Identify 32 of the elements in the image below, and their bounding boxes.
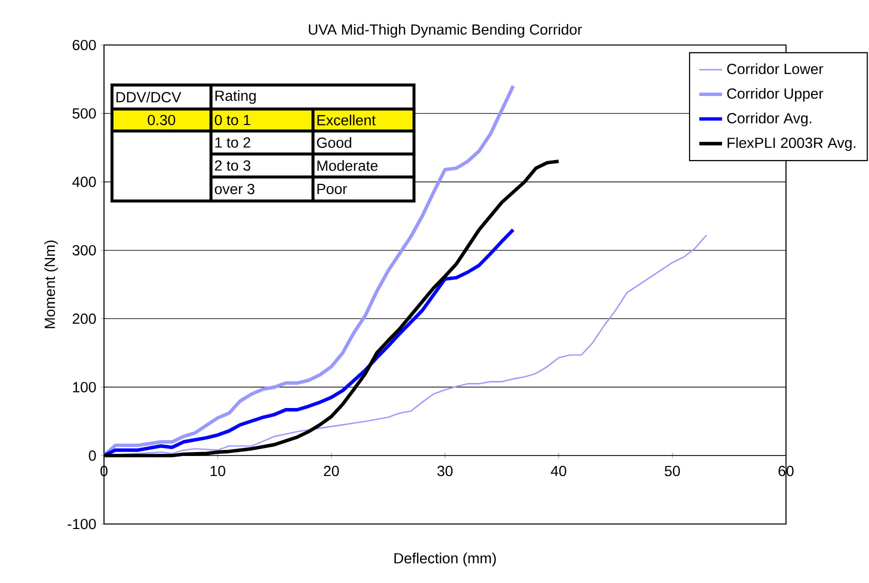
- y-tick-label: 500: [72, 108, 96, 119]
- x-tick-label: 30: [437, 466, 453, 476]
- y-axis-title: Moment (Nm): [44, 240, 58, 328]
- annotation: Good: [317, 137, 352, 148]
- annotation: 0.30: [148, 114, 176, 126]
- legend-label: FlexPLI 2003R Avg.: [728, 137, 856, 151]
- legend-label: Corridor Upper: [727, 88, 824, 102]
- annotation: 2 to 3: [215, 160, 250, 171]
- legend-label: Corridor Lower: [727, 63, 824, 74]
- annotation: Moderate: [317, 160, 378, 171]
- y-tick-label: -100: [68, 518, 96, 530]
- y-tick-label: 600: [72, 40, 96, 50]
- y-tick-label: 400: [72, 176, 96, 188]
- annotation: 0 to 1: [214, 114, 250, 126]
- x-tick-label: 10: [210, 466, 226, 476]
- y-tick-label: 100: [73, 382, 96, 392]
- legend-label: Corridor Avg.: [727, 112, 812, 126]
- annotation: over 3: [214, 184, 254, 194]
- annotation: DDV/DCV: [116, 92, 182, 102]
- x-tick-label: 20: [324, 466, 339, 476]
- annotation: Poor: [317, 184, 347, 194]
- y-tick-label: 0: [88, 450, 96, 461]
- line-series: [102, 228, 515, 458]
- annotation: Rating: [215, 90, 256, 104]
- annotation: Excellent: [317, 114, 376, 126]
- x-tick-label: 50: [664, 466, 680, 476]
- y-tick-label: 200: [72, 314, 96, 324]
- annotation: 1 to 2: [215, 137, 250, 148]
- chart-title: UVA Mid-Thigh Dynamic Bending Corridor: [308, 24, 582, 38]
- x-tick-label: 40: [550, 466, 566, 476]
- y-tick-label: 300: [72, 245, 96, 256]
- x-axis-title: Deflection (mm): [394, 552, 496, 566]
